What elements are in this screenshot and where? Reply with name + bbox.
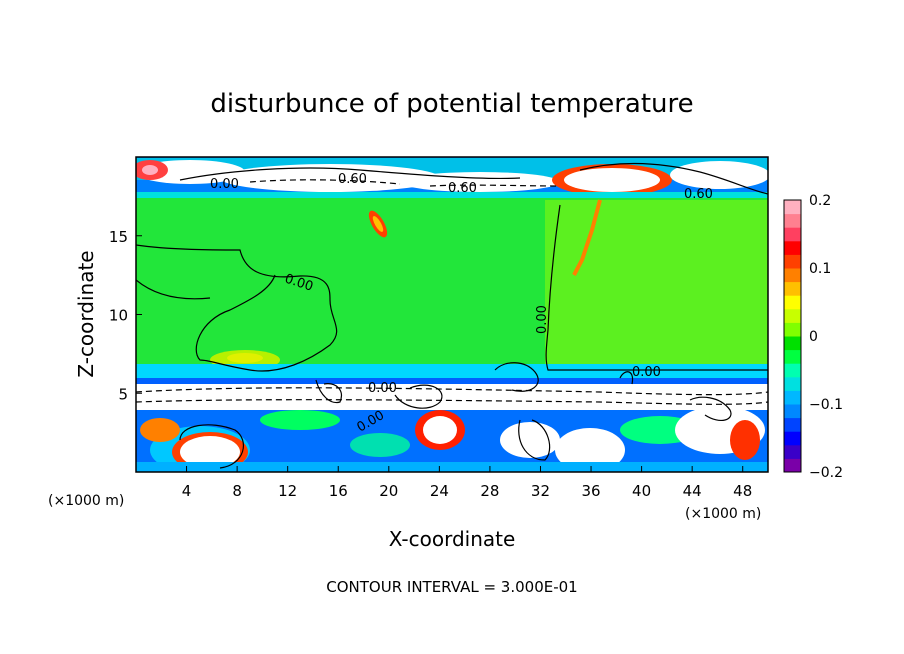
- x-tick-label: 44: [683, 482, 702, 500]
- colorbar-ticks: 0.2 0.1 0 −0.1 −0.2: [809, 193, 843, 481]
- y-tick-label: 5: [118, 385, 128, 403]
- contour-interval-note: CONTOUR INTERVAL = 3.000E-01: [326, 578, 577, 596]
- colorbar-swatch: [784, 390, 801, 405]
- contour-label: 0.60: [338, 172, 367, 187]
- colorbar-swatch: [784, 336, 801, 351]
- colorbar-tick-label: −0.1: [809, 397, 843, 413]
- x-axis-label: X-coordinate: [389, 527, 516, 551]
- colorbar-swatch: [784, 404, 801, 419]
- y-axis: 5 10 15: [109, 228, 142, 403]
- colorbar-tick-label: 0.2: [809, 193, 831, 209]
- x-tick-label: 24: [430, 482, 449, 500]
- colorbar-swatch: [784, 308, 801, 323]
- x-tick-label: 12: [278, 482, 297, 500]
- x-tick-label: 48: [733, 482, 752, 500]
- chart-title: disturbunce of potential temperature: [210, 89, 693, 119]
- contour-label: 0.00: [632, 365, 661, 380]
- contour-label: 0.60: [684, 187, 713, 202]
- x-unit-label-right: (×1000 m): [685, 506, 761, 522]
- contour-label: 0.00: [535, 305, 550, 334]
- colorbar-swatch: [784, 295, 801, 310]
- colorbar-swatch: [784, 213, 801, 228]
- x-tick-label: 28: [480, 482, 499, 500]
- colorbar-swatch: [784, 322, 801, 337]
- contour-label: 0.00: [368, 381, 397, 396]
- x-tick-label: 16: [329, 482, 348, 500]
- colorbar-tick-label: −0.2: [809, 465, 843, 481]
- colorbar-swatch: [784, 458, 801, 473]
- colorbar-swatch: [784, 349, 801, 364]
- colorbar-frame: [783, 199, 802, 473]
- colorbar-swatch: [784, 363, 801, 378]
- colorbar-swatch: [784, 417, 801, 432]
- x-tick-label: 36: [581, 482, 600, 500]
- colorbar-swatch: [784, 254, 801, 269]
- colorbar-swatch: [784, 376, 801, 391]
- x-tick-label: 8: [232, 482, 242, 500]
- heatmap-field: [136, 157, 768, 472]
- colorbar-swatch: [784, 431, 801, 446]
- colorbar-tick-label: 0: [809, 329, 818, 345]
- x-tick-label: 20: [379, 482, 398, 500]
- y-tick-label: 15: [109, 228, 128, 246]
- colorbar: [783, 199, 802, 473]
- colorbar-swatch: [784, 281, 801, 296]
- contour-label: 0.00: [210, 177, 239, 192]
- colorbar-swatch: [784, 227, 801, 242]
- x-tick-label: 4: [182, 482, 192, 500]
- colorbar-swatch: [784, 200, 801, 215]
- x-tick-label: 40: [632, 482, 651, 500]
- x-axis: 4 8 12 16 20 24 28 32 36 40 44 48: [182, 466, 752, 500]
- x-tick-label: 32: [531, 482, 550, 500]
- colorbar-swatch: [784, 268, 801, 283]
- x-unit-label-left: (×1000 m): [48, 493, 124, 509]
- y-axis-label: Z-coordinate: [74, 250, 98, 377]
- colorbar-swatch: [784, 240, 801, 255]
- contour-lines: [136, 162, 768, 469]
- contour-labels: 0.00 0.60 0.60 0.60 0.00 0.00 0.00 0.00 …: [210, 172, 713, 435]
- colorbar-tick-label: 0.1: [809, 261, 831, 277]
- contour-label: 0.60: [448, 181, 477, 196]
- colorbar-swatch: [784, 444, 801, 459]
- y-tick-label: 10: [109, 307, 128, 325]
